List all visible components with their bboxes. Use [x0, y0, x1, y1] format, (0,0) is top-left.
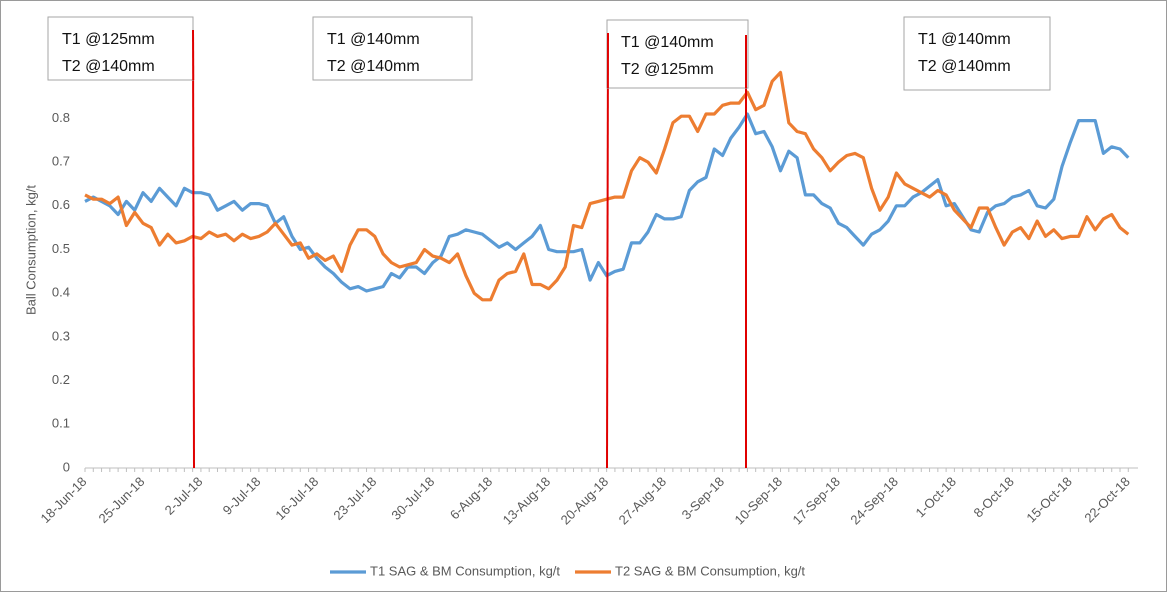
y-tick-label: 0.4	[52, 285, 70, 300]
annotation-text: T2 @140mm	[327, 58, 420, 75]
annotation-text: T1 @140mm	[327, 31, 420, 48]
y-tick-label: 0.6	[52, 197, 70, 212]
series-line	[84, 70, 1130, 302]
y-tick-label: 0.7	[52, 154, 70, 169]
red-marker-line	[606, 32, 609, 469]
annotation-box	[312, 16, 473, 81]
annotation-box	[903, 16, 1051, 91]
annotation-text: T2 @125mm	[621, 61, 714, 78]
legend-label: T1 SAG & BM Consumption, kg/t	[370, 563, 560, 578]
annotation-box	[606, 19, 749, 89]
y-tick-label: 0.1	[52, 416, 70, 431]
annotation-text: T1 @140mm	[621, 34, 714, 51]
y-axis-title: Ball Consumption, kg/t	[23, 185, 38, 315]
y-tick-label: 0.5	[52, 241, 70, 256]
annotation-text: T2 @140mm	[918, 58, 1011, 75]
y-tick-label: 0.3	[52, 328, 70, 343]
y-tick-label: 0	[63, 459, 70, 474]
annotation-text: T2 @140mm	[62, 58, 155, 75]
red-marker-line	[192, 29, 195, 469]
annotation-text: T1 @140mm	[918, 31, 1011, 48]
y-tick-label: 0.2	[52, 372, 70, 387]
annotation-text: T1 @125mm	[62, 31, 155, 48]
legend-label: T2 SAG & BM Consumption, kg/t	[615, 563, 805, 578]
y-tick-label: 0.8	[52, 110, 70, 125]
annotation-box	[47, 16, 194, 81]
